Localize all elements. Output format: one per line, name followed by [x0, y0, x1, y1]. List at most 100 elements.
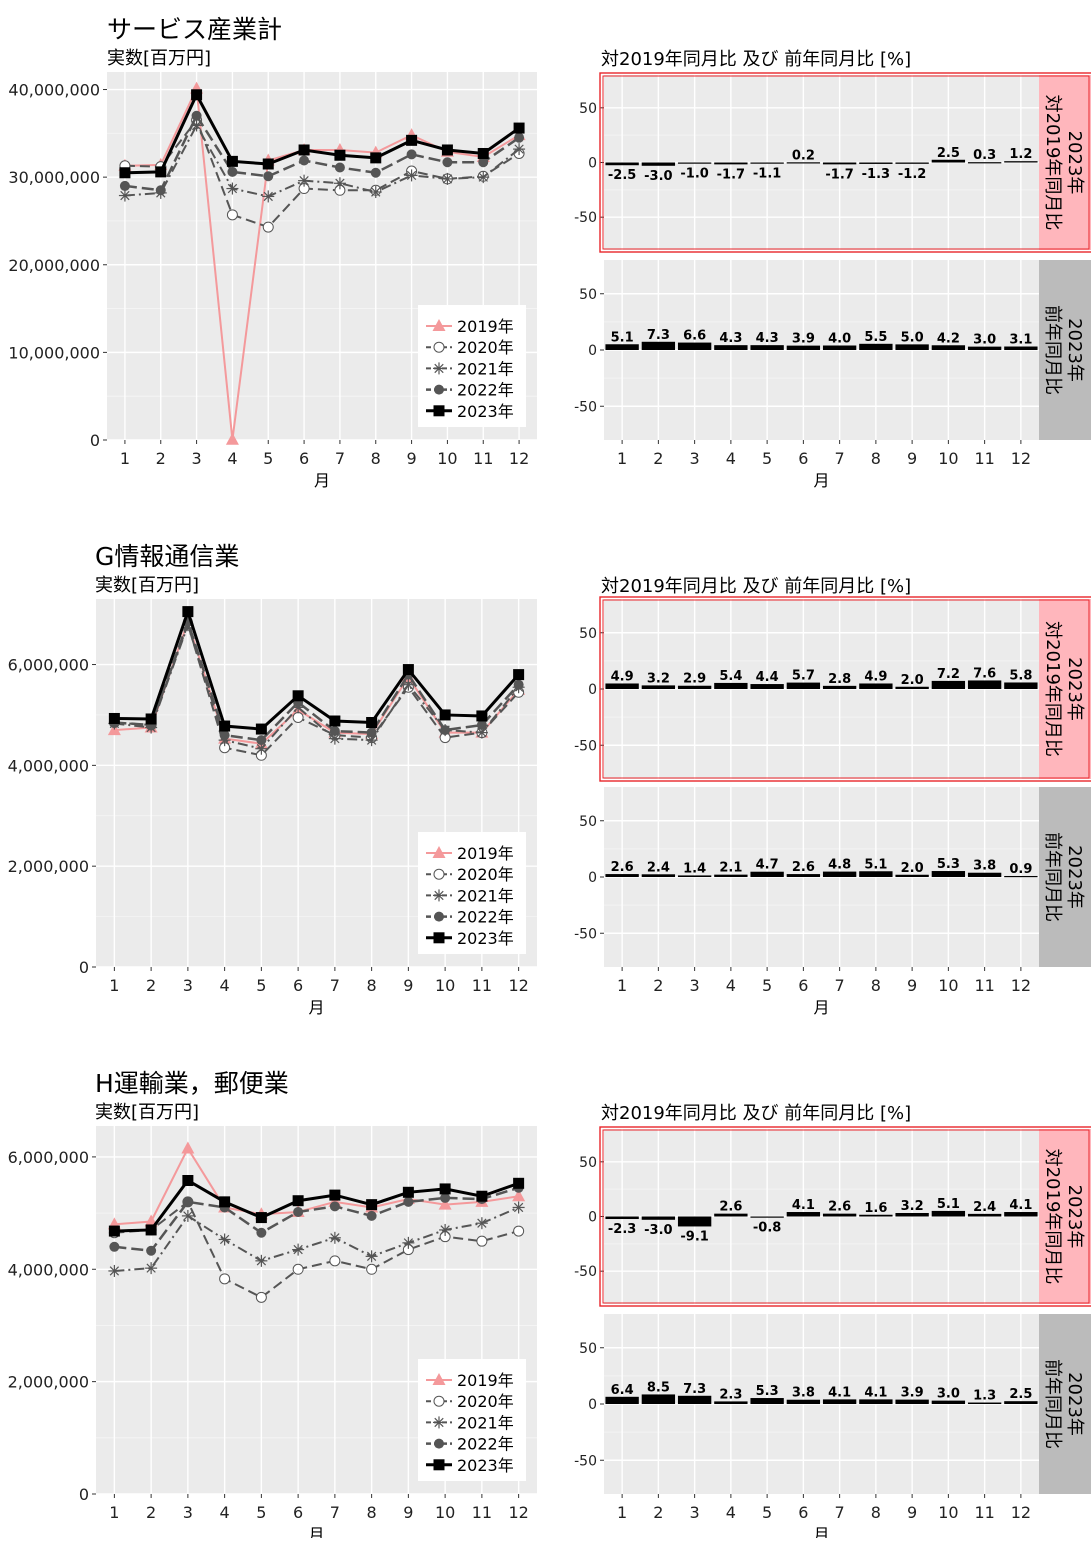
x-tick-label: 10 [938, 976, 958, 995]
y-tick-label: -50 [574, 399, 597, 415]
ratio-data-label: 2.5 [1009, 1387, 1032, 1402]
x-tick-label: 1 [617, 449, 627, 468]
legend-marker [434, 384, 444, 395]
x-tick-label: 8 [367, 1503, 377, 1522]
ratio-bar [895, 344, 929, 350]
y-tick-label: 50 [579, 287, 597, 303]
ratio-data-label: 5.8 [1009, 668, 1032, 683]
x-tick-label: 8 [871, 976, 881, 995]
y-tick-label: 2,000,000 [8, 857, 89, 876]
legend-label: 2023年 [457, 402, 514, 421]
x-tick-label: 2 [156, 449, 166, 468]
data-point [334, 162, 345, 173]
series-line [114, 1206, 520, 1272]
ratio-bar [859, 683, 893, 689]
ratio-bar [967, 872, 1002, 877]
x-tick-label: 7 [835, 976, 845, 995]
ratio-data-label: -2.5 [608, 168, 636, 183]
ratio-data-label: 0.9 [1009, 862, 1032, 877]
ratio-bar [822, 162, 857, 165]
data-point [108, 1264, 121, 1277]
ratio-data-label: -0.8 [753, 1220, 781, 1235]
legend-marker [433, 362, 445, 375]
ratio-data-label: 7.2 [937, 667, 960, 682]
x-tick-label: 5 [762, 976, 772, 995]
data-point [293, 1206, 304, 1217]
ratio-bar [641, 685, 676, 689]
data-point [402, 1186, 414, 1198]
ratio-chart-title: 対2019年同月比 及び 前年同月比 [%] [601, 49, 912, 70]
series-line [114, 606, 520, 731]
ratio-data-label: -1.7 [717, 167, 745, 182]
x-tick-label: 4 [726, 976, 736, 995]
data-point [118, 189, 131, 202]
data-point [333, 177, 346, 190]
data-point [262, 158, 274, 170]
chart-svg: 0 10,000,000 20,000,000 30,000,000 40,000,00… [8, 72, 1091, 490]
ratio-bar [714, 682, 748, 689]
chart-title: サービス産業計 [107, 15, 283, 44]
ratio-bar [605, 344, 639, 350]
ratio-data-label: -1.2 [898, 167, 926, 182]
panel-strip-label: 2023年対2019年同月比 [1042, 1149, 1085, 1285]
x-tick-label: 1 [109, 976, 119, 995]
ratio-bar [677, 162, 712, 164]
y-tick-label: 4,000,000 [8, 1260, 89, 1279]
ratio-data-label: 2.6 [792, 860, 815, 875]
x-tick-label: 6 [299, 449, 309, 468]
data-point [145, 1224, 157, 1236]
legend-marker [433, 1459, 445, 1471]
x-tick-label: 1 [109, 1503, 119, 1522]
data-point [219, 1196, 231, 1208]
ratio-bar [786, 1212, 821, 1217]
chart-subtitle: 実数[百万円] [107, 48, 212, 69]
y-tick-label: 0 [588, 870, 597, 886]
ratio-bar [714, 345, 748, 350]
panel-strip-label: 2023年前年同月比 [1042, 305, 1085, 395]
legend-label: 2020年 [457, 865, 514, 884]
y-tick-label: 0 [588, 156, 597, 172]
legend-marker [432, 319, 446, 331]
legend-marker [433, 405, 445, 417]
data-point [262, 190, 275, 203]
x-tick-label: 4 [726, 449, 736, 468]
chart-title: G情報通信業 [95, 542, 240, 571]
data-point [256, 735, 267, 746]
y-tick-label: -50 [574, 210, 597, 226]
x-tick-label: 8 [367, 976, 377, 995]
ratio-data-label: 3.0 [937, 1387, 960, 1402]
x-tick-label: 12 [508, 1503, 528, 1522]
y-tick-label: 4,000,000 [8, 756, 89, 775]
ratio-bar [786, 162, 821, 164]
x-tick-label: 5 [263, 449, 273, 468]
legend-label: 2021年 [457, 359, 514, 378]
data-point [182, 1174, 194, 1186]
data-point [477, 147, 489, 159]
data-point [109, 1241, 120, 1252]
y-tick-label: -50 [574, 1453, 597, 1469]
data-point [370, 152, 382, 164]
data-point [512, 1189, 526, 1202]
highlight-border-outer [599, 1126, 1091, 1307]
ratio-data-label: -3.0 [644, 1223, 672, 1238]
x-tick-label: 8 [871, 449, 881, 468]
y-tick-label: 0 [588, 682, 597, 698]
series-line [124, 84, 520, 440]
data-point [329, 1189, 341, 1201]
ratio-data-label: 5.3 [937, 857, 960, 872]
data-point [262, 221, 274, 233]
data-point [512, 1201, 525, 1214]
ratio-bar [786, 1399, 821, 1404]
x-tick-label: 10 [435, 1503, 455, 1522]
highlight-border-inner [602, 75, 1090, 250]
data-point [328, 1231, 341, 1244]
data-point [513, 122, 525, 134]
ratio-bar [859, 343, 893, 350]
ratio-bar [931, 159, 966, 163]
panel-strip [1039, 75, 1091, 250]
data-point [334, 149, 346, 161]
data-point [402, 678, 415, 691]
x-tick-label: 10 [437, 449, 457, 468]
legend-marker [433, 932, 445, 944]
